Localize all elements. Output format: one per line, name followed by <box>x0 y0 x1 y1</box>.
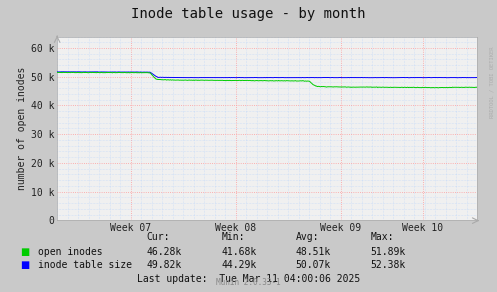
Text: ■: ■ <box>20 247 29 257</box>
Text: 50.07k: 50.07k <box>296 260 331 270</box>
Text: 49.82k: 49.82k <box>147 260 182 270</box>
Text: 41.68k: 41.68k <box>221 247 256 257</box>
Text: 51.89k: 51.89k <box>370 247 406 257</box>
Text: Avg:: Avg: <box>296 232 319 242</box>
Text: Cur:: Cur: <box>147 232 170 242</box>
Text: ■: ■ <box>20 260 29 270</box>
Text: Munin 2.0.33-1: Munin 2.0.33-1 <box>216 278 281 287</box>
Text: Max:: Max: <box>370 232 394 242</box>
Text: 52.38k: 52.38k <box>370 260 406 270</box>
Y-axis label: number of open inodes: number of open inodes <box>17 67 27 190</box>
Text: Min:: Min: <box>221 232 245 242</box>
Text: inode table size: inode table size <box>38 260 132 270</box>
Text: open inodes: open inodes <box>38 247 102 257</box>
Text: RRDTOOL / TOBI OETIKER: RRDTOOL / TOBI OETIKER <box>490 46 495 117</box>
Text: 44.29k: 44.29k <box>221 260 256 270</box>
Text: Last update:  Tue Mar 11 04:00:06 2025: Last update: Tue Mar 11 04:00:06 2025 <box>137 274 360 284</box>
Text: 48.51k: 48.51k <box>296 247 331 257</box>
Text: Inode table usage - by month: Inode table usage - by month <box>131 7 366 21</box>
Text: 46.28k: 46.28k <box>147 247 182 257</box>
